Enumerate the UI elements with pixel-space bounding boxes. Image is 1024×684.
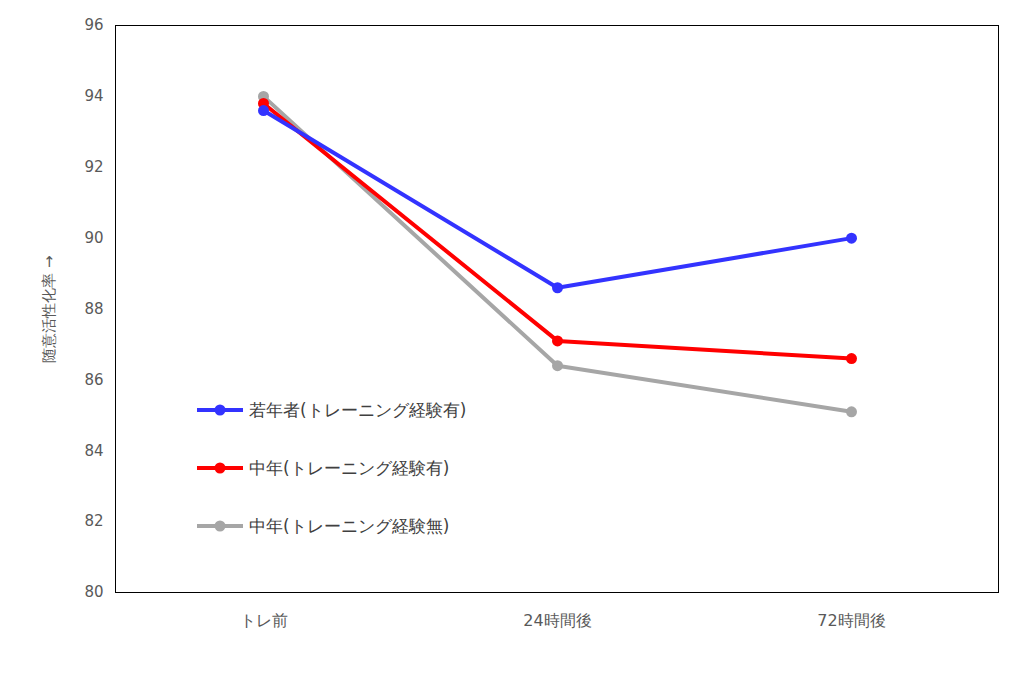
- svg-text:92: 92: [84, 158, 103, 176]
- svg-text:随意活性化率 →: 随意活性化率 →: [40, 255, 58, 362]
- svg-text:88: 88: [84, 300, 103, 318]
- svg-text:72時間後: 72時間後: [817, 611, 885, 630]
- svg-text:84: 84: [84, 442, 103, 460]
- html-text:中年(トレーニング経験有): 中年(トレーニング経験有): [249, 457, 450, 478]
- svg-text:24時間後: 24時間後: [523, 611, 591, 630]
- svg-text:82: 82: [84, 512, 103, 530]
- svg-text:90: 90: [84, 229, 103, 247]
- svg-text:86: 86: [84, 371, 103, 389]
- html-text:若年者(トレーニング経験有): 若年者(トレーニング経験有): [249, 399, 467, 420]
- svg-text:トレ前: トレ前: [240, 611, 288, 630]
- html-text:中年(トレーニング経験無): 中年(トレーニング経験無): [249, 515, 450, 536]
- svg-text:80: 80: [84, 583, 103, 601]
- svg-text:96: 96: [84, 16, 103, 34]
- svg-text:94: 94: [84, 87, 103, 105]
